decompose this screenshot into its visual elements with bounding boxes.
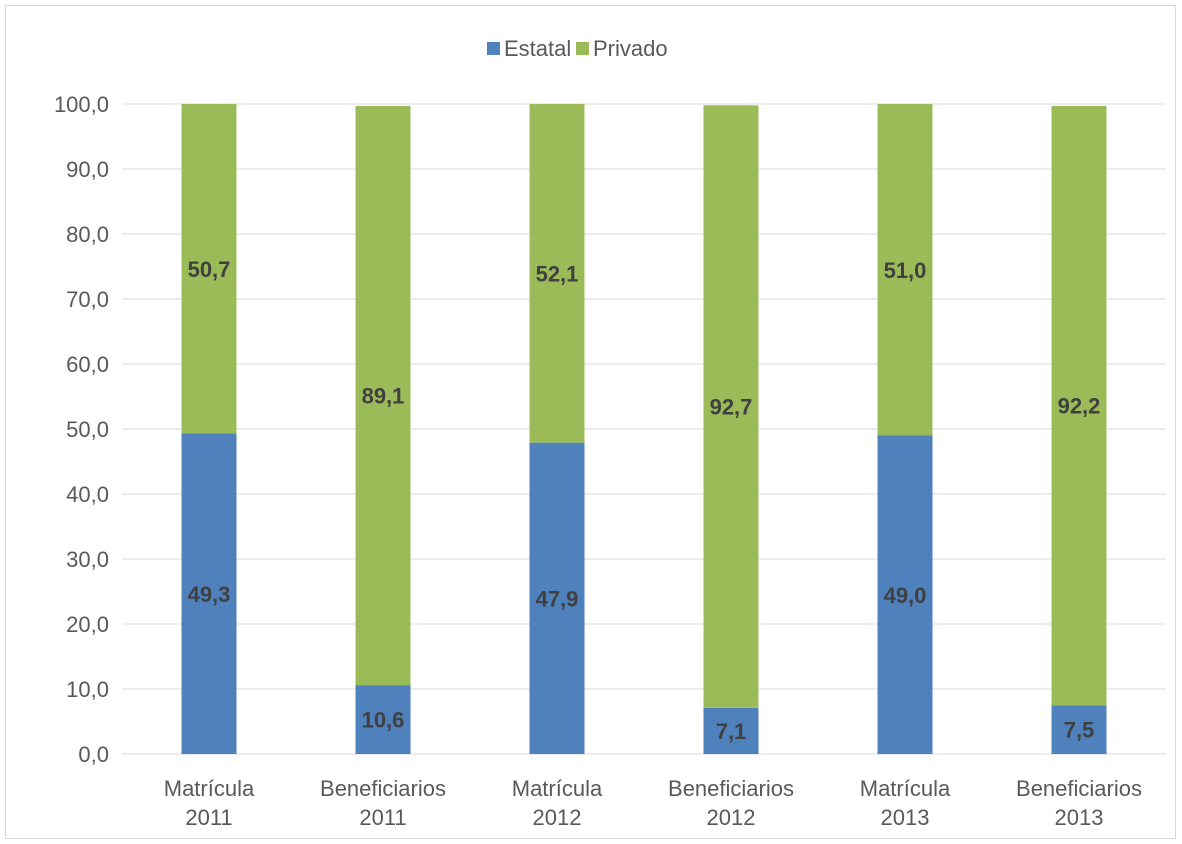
legend-label-privado: Privado: [593, 36, 668, 61]
y-tick-label: 10,0: [66, 677, 109, 702]
data-label-estatal: 47,9: [536, 586, 579, 611]
data-label-privado: 92,7: [710, 395, 753, 420]
x-category-label: Beneficiarios: [1016, 776, 1142, 801]
data-labels: 49,3 50,7 10,6 89,1 47,9 52,1 7,1 92,7 49,0 51,0 7…: [188, 257, 1101, 744]
bar-privado: [703, 105, 759, 708]
data-label-estatal: 49,0: [884, 583, 927, 608]
y-tick-label: 20,0: [66, 612, 109, 637]
legend-swatch-estatal: [487, 42, 500, 55]
data-label-privado: 52,1: [536, 261, 579, 286]
bar-estatal: [529, 442, 585, 754]
legend: Estatal Privado: [487, 36, 668, 61]
bars: [181, 104, 1107, 754]
y-tick-label: 60,0: [66, 352, 109, 377]
bar-privado: [529, 104, 585, 443]
x-category-label: 2013: [881, 805, 930, 830]
bar-privado: [181, 104, 237, 434]
bar-privado: [877, 104, 933, 436]
y-tick-label: 40,0: [66, 482, 109, 507]
y-tick-label: 30,0: [66, 547, 109, 572]
x-category-label: 2013: [1055, 805, 1104, 830]
data-label-estatal: 7,5: [1064, 718, 1095, 743]
y-tick-label: 70,0: [66, 287, 109, 312]
x-axis-category-labels: Matrícula 2011 Beneficiarios 2011 Matrícula 2…: [164, 776, 1142, 830]
y-tick-label: 90,0: [66, 157, 109, 182]
data-label-privado: 89,1: [362, 384, 405, 409]
bar-estatal: [1051, 705, 1107, 754]
x-category-label: 2012: [533, 805, 582, 830]
data-label-estatal: 10,6: [362, 708, 405, 733]
data-label-privado: 51,0: [884, 258, 927, 283]
bar-estatal: [355, 685, 411, 754]
x-category-label: 2012: [707, 805, 756, 830]
legend-swatch-privado: [576, 42, 589, 55]
data-label-estatal: 49,3: [188, 582, 231, 607]
y-tick-label: 80,0: [66, 222, 109, 247]
data-label-privado: 50,7: [188, 257, 231, 282]
x-category-label: Matrícula: [860, 776, 951, 801]
bar-estatal: [703, 707, 759, 754]
bar-estatal: [877, 435, 933, 754]
x-category-label: Beneficiarios: [320, 776, 446, 801]
x-category-label: 2011: [185, 805, 232, 830]
bar-estatal: [181, 433, 237, 754]
y-axis-tick-labels: 0,0 10,0 20,0 30,0 40,0 50,0 60,0 70,0 80,0 90,0 1…: [54, 92, 109, 767]
bar-privado: [1051, 105, 1107, 706]
y-tick-label: 50,0: [66, 417, 109, 442]
data-label-privado: 92,2: [1058, 394, 1101, 419]
gridlines: [122, 103, 1166, 755]
y-tick-label: 0,0: [78, 742, 109, 767]
x-category-label: Beneficiarios: [668, 776, 794, 801]
bar-privado: [355, 105, 411, 686]
x-category-label: Matrícula: [512, 776, 603, 801]
y-tick-label: 100,0: [54, 92, 109, 117]
x-category-label: 2011: [359, 805, 406, 830]
x-category-label: Matrícula: [164, 776, 255, 801]
data-label-estatal: 7,1: [716, 719, 747, 744]
legend-label-estatal: Estatal: [504, 36, 571, 61]
